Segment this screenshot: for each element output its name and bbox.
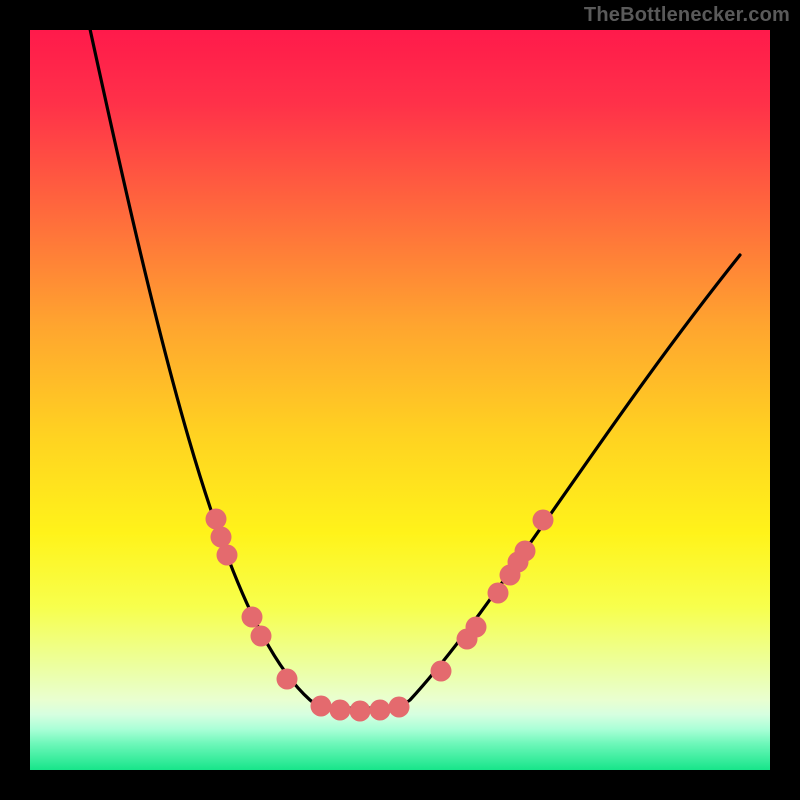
data-marker	[370, 700, 391, 721]
data-marker	[389, 697, 410, 718]
data-marker	[217, 545, 238, 566]
data-marker	[251, 626, 272, 647]
data-marker	[242, 607, 263, 628]
gradient-background	[30, 30, 770, 770]
data-marker	[206, 509, 227, 530]
data-marker	[533, 510, 554, 531]
data-marker	[330, 700, 351, 721]
chart-stage: TheBottlenecker.com	[0, 0, 800, 800]
data-marker	[515, 541, 536, 562]
data-marker	[350, 701, 371, 722]
data-marker	[311, 696, 332, 717]
watermark-text: TheBottlenecker.com	[584, 4, 790, 27]
data-marker	[431, 661, 452, 682]
data-marker	[211, 527, 232, 548]
data-marker	[466, 617, 487, 638]
chart-svg	[0, 0, 800, 800]
data-marker	[277, 669, 298, 690]
data-marker	[488, 583, 509, 604]
